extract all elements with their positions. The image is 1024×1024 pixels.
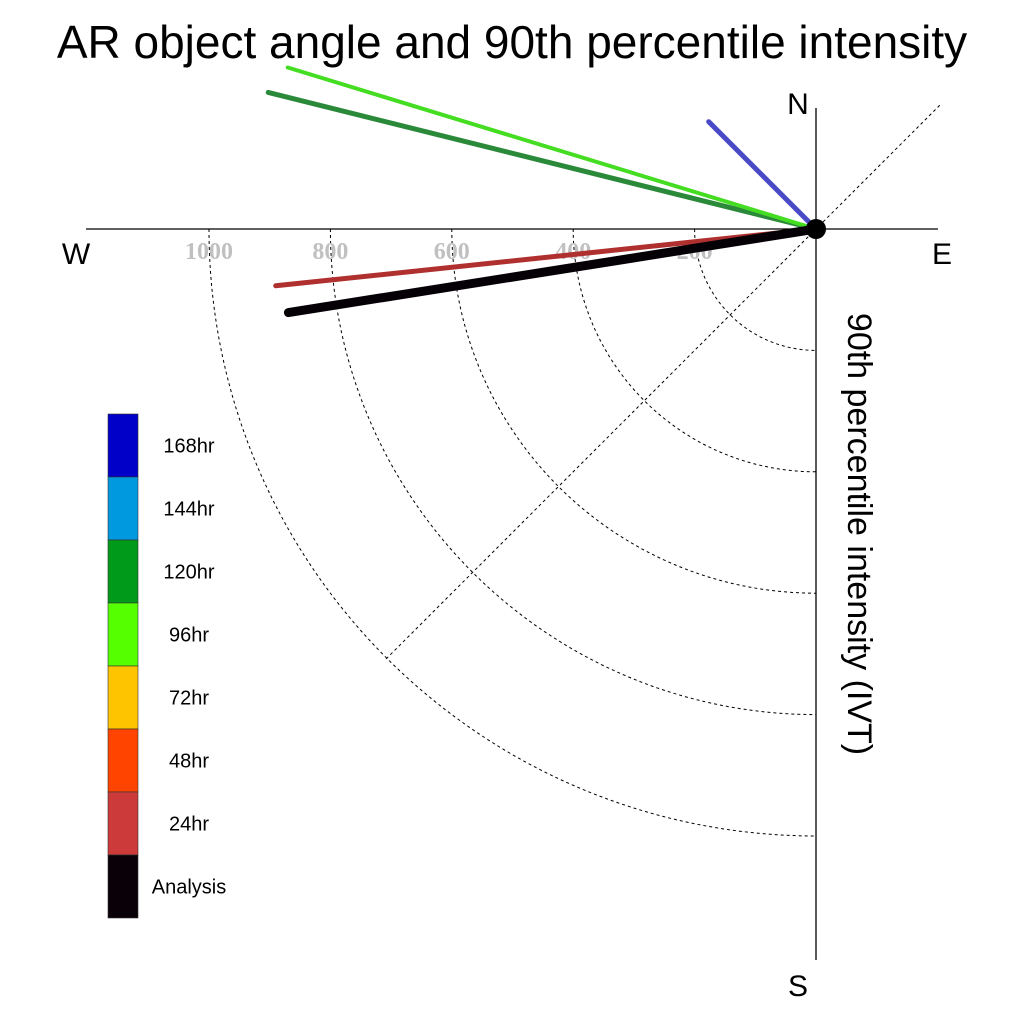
legend-swatch: [107, 791, 139, 856]
legend-swatch: [107, 413, 139, 478]
legend-swatch: [107, 854, 139, 919]
radial-axis-label: 90th percentile intensity (IVT): [840, 313, 878, 755]
compass-north: N: [787, 88, 809, 121]
legend-swatch: [107, 665, 139, 730]
radial-tick-label: 1000: [185, 239, 233, 265]
chart-title: AR object angle and 90th percentile inte…: [57, 16, 967, 68]
legend: 168hr 144hr 120hr 96hr 72hr 48hr 24hr Analysis: [107, 413, 226, 919]
legend-swatch: [107, 539, 139, 604]
vector-120hr: [265, 89, 819, 232]
compass-south: S: [788, 970, 808, 1003]
range-ring: [694, 228, 817, 351]
polar-grid: [208, 104, 941, 837]
origin-dot: [806, 219, 826, 239]
vector-analysis: [283, 224, 821, 318]
legend-label: 72hr: [169, 688, 209, 710]
radial-tick-label: 800: [312, 239, 348, 265]
range-ring: [329, 228, 817, 716]
vector-lines: [265, 65, 821, 318]
legend-swatch: [107, 728, 139, 793]
radial-tick-label: 600: [434, 239, 470, 265]
legend-swatch: [107, 602, 139, 667]
legend-label: Analysis: [152, 877, 226, 899]
legend-swatch: [107, 476, 139, 541]
vector-96hr: [285, 65, 818, 231]
range-ring: [451, 228, 817, 594]
legend-label: 48hr: [169, 751, 209, 773]
legend-label: 120hr: [163, 562, 214, 584]
range-ring: [572, 228, 817, 473]
legend-label: 168hr: [163, 436, 214, 458]
vector-24hr: [273, 226, 819, 289]
diagonal-reference-line: [384, 104, 941, 661]
vector-168hr: [706, 119, 819, 232]
compass-west: W: [62, 238, 91, 271]
compass-east: E: [932, 238, 952, 271]
legend-label: 24hr: [169, 814, 209, 836]
legend-label: 144hr: [163, 499, 214, 521]
legend-label: 96hr: [169, 625, 209, 647]
